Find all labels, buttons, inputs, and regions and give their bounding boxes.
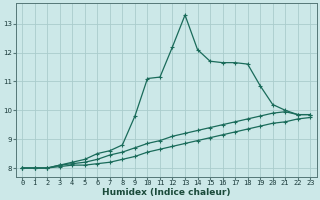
- X-axis label: Humidex (Indice chaleur): Humidex (Indice chaleur): [102, 188, 230, 197]
